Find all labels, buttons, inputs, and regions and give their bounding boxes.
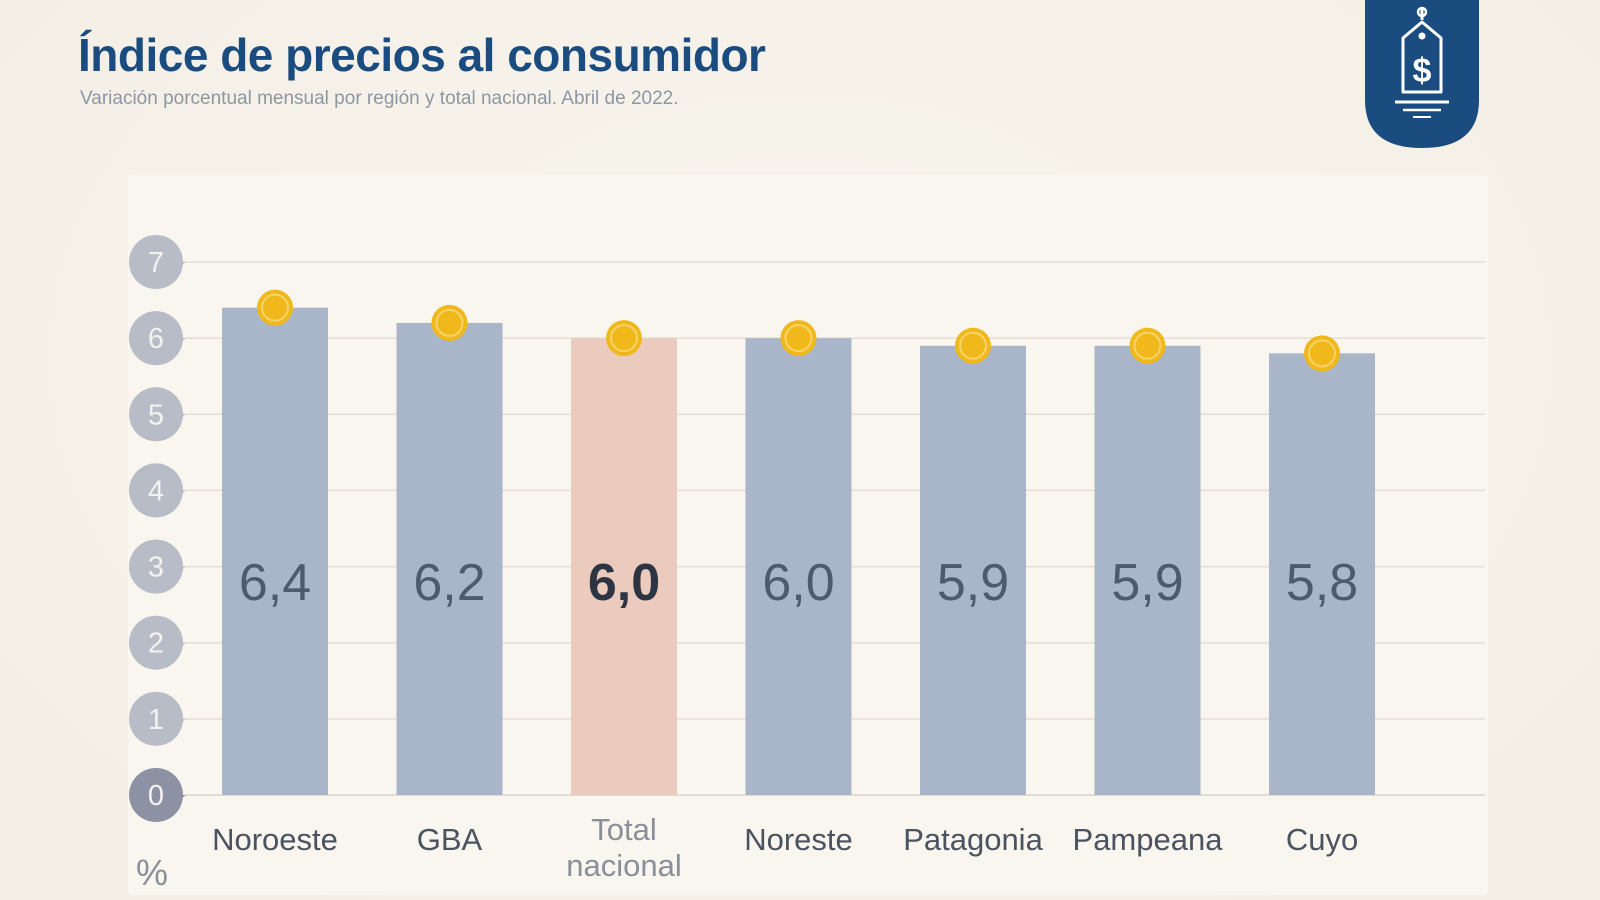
bar (222, 307, 328, 795)
page-title: Índice de precios al consumidor (78, 29, 766, 81)
category-label: Pampeana (1073, 822, 1224, 857)
value-marker-ring (1133, 331, 1162, 360)
y-tick-bubble (129, 463, 183, 518)
category-label: Total nacional (566, 812, 681, 883)
y-tick-label: 6 (148, 323, 164, 355)
value-marker-ring (610, 324, 638, 353)
bar (1269, 353, 1375, 795)
bar (571, 338, 677, 795)
bar (920, 345, 1026, 795)
category-label: Cuyo (1286, 822, 1358, 857)
bar-value-label: 5,8 (1286, 554, 1358, 612)
bar (396, 322, 503, 795)
value-marker-ring (261, 293, 289, 322)
y-tick-bubble (129, 615, 183, 670)
y-tick-bubble (129, 768, 183, 822)
category-label: Patagonia (903, 822, 1043, 857)
bar (1094, 345, 1201, 795)
category-label: GBA (417, 822, 483, 857)
y-tick-label: 2 (148, 628, 164, 660)
y-tick-label: 3 (148, 552, 164, 584)
bar-value-label: 6,4 (239, 554, 311, 612)
y-axis-unit-label: % (136, 852, 169, 893)
value-marker-ring (435, 308, 464, 337)
page-subtitle: Variación porcentual mensual por región … (80, 88, 679, 109)
y-tick-bubble (129, 387, 183, 442)
category-label: Noreste (744, 822, 853, 857)
y-tick-bubble (129, 311, 183, 366)
bar (745, 338, 852, 795)
y-tick-bubble (129, 691, 183, 746)
value-marker-ring (784, 324, 813, 353)
svg-text:$: $ (1413, 52, 1432, 90)
y-tick-label: 7 (148, 247, 164, 279)
bar-value-label: 6,0 (588, 554, 660, 612)
y-tick-label: 5 (148, 399, 164, 431)
bar-value-label: 5,9 (937, 554, 1009, 612)
y-tick-bubble (129, 235, 183, 289)
value-marker-ring (959, 331, 987, 360)
y-tick-label: 1 (148, 704, 164, 736)
y-tick-bubble (129, 539, 183, 594)
value-marker-ring (1308, 339, 1336, 368)
y-tick-label: 4 (148, 475, 164, 507)
category-label: Noroeste (212, 822, 338, 857)
bar-value-label: 5,9 (1111, 554, 1183, 612)
bar-value-label: 6,0 (762, 554, 834, 612)
y-tick-label: 0 (148, 780, 164, 812)
bar-value-label: 6,2 (413, 554, 485, 612)
price-tag-dollar-icon: $ (1365, 0, 1479, 148)
